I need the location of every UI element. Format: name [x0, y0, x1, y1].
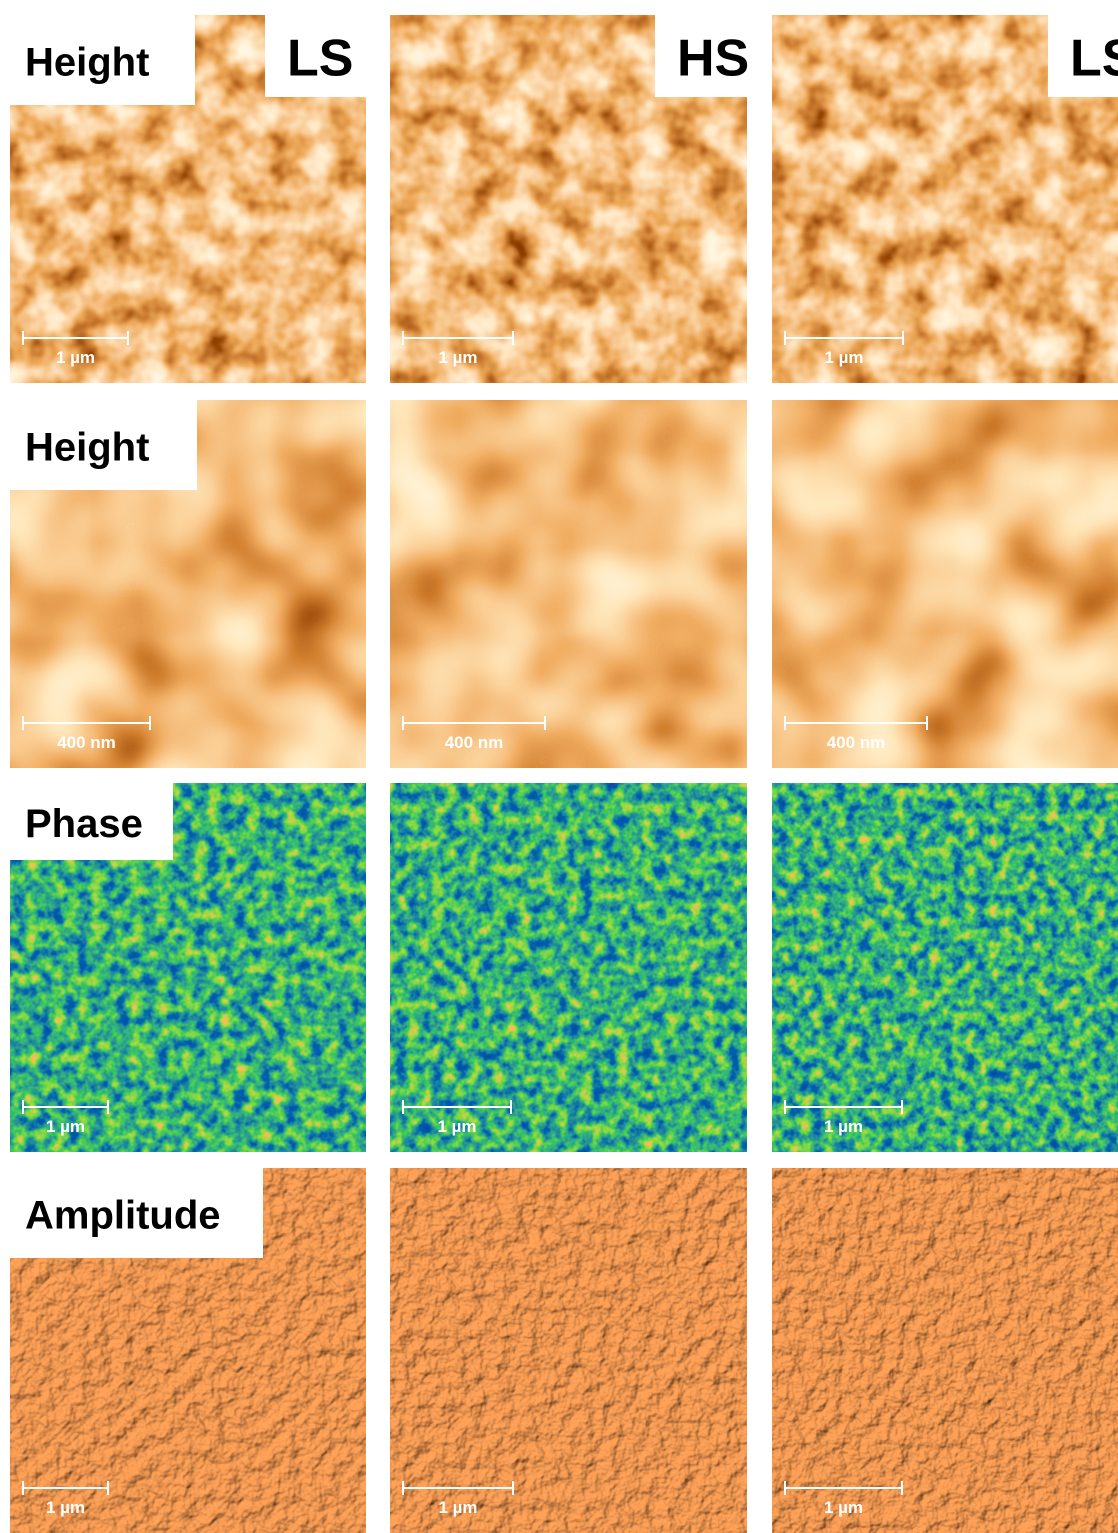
label-box: [265, 15, 366, 97]
scale-bar-label: 1 µm: [437, 1117, 476, 1136]
afm-image: [390, 400, 747, 768]
scale-bar-label: 1 µm: [46, 1498, 85, 1517]
column-label: LS: [287, 30, 353, 88]
column-label: HS: [677, 30, 749, 88]
afm-image: [772, 400, 1118, 768]
scale-bar-label: 400 nm: [827, 733, 886, 752]
afm-image: [390, 1168, 747, 1533]
scale-bar-label: 1 µm: [438, 348, 477, 367]
scale-bar-label: 400 nm: [445, 733, 504, 752]
scale-bar-label: 1 µm: [46, 1117, 85, 1136]
label-box: [1048, 15, 1118, 97]
scale-bar-label: 1 µm: [56, 348, 95, 367]
afm-image: [772, 1168, 1118, 1533]
scale-bar-label: 1 µm: [438, 1498, 477, 1517]
label-box: [10, 783, 173, 860]
row-label: Height: [25, 426, 149, 470]
scale-bar-label: 1 µm: [824, 1498, 863, 1517]
label-box: [10, 1168, 263, 1258]
afm-image: [772, 783, 1118, 1152]
label-box: [10, 15, 195, 105]
scale-bar-label: 1 µm: [824, 1117, 863, 1136]
row-label: Amplitude: [25, 1194, 221, 1238]
row-label: Phase: [25, 802, 143, 846]
afm-image: [390, 783, 747, 1152]
column-label: LS: [1070, 30, 1118, 88]
scale-bar-label: 1 µm: [824, 348, 863, 367]
label-box: [10, 400, 197, 490]
scale-bar-label: 400 nm: [57, 733, 116, 752]
label-box: [655, 15, 747, 97]
row-label: Height: [25, 41, 149, 85]
